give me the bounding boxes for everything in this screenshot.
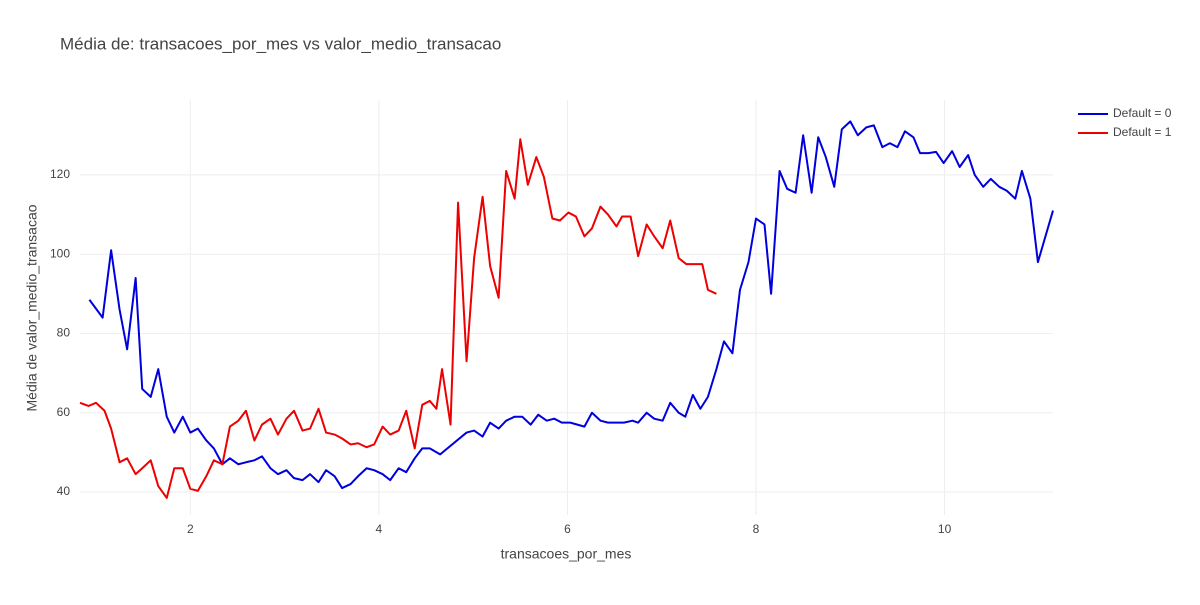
x-tick-label: 8 bbox=[753, 522, 760, 536]
y-tick-label: 100 bbox=[50, 246, 70, 260]
x-tick-label: 4 bbox=[376, 522, 383, 536]
x-tick-label: 6 bbox=[564, 522, 571, 536]
chart-title: Média de: transacoes_por_mes vs valor_me… bbox=[60, 34, 501, 53]
legend-label: Default = 1 bbox=[1113, 125, 1172, 139]
line-series bbox=[79, 138, 717, 499]
y-tick-label: 40 bbox=[57, 484, 71, 498]
x-tick-label: 10 bbox=[938, 522, 952, 536]
x-tick-label: 2 bbox=[187, 522, 194, 536]
y-axis-title: Média de valor_medio_transacao bbox=[24, 204, 40, 411]
y-tick-label: 120 bbox=[50, 167, 70, 181]
legend-label: Default = 0 bbox=[1113, 106, 1172, 120]
y-tick-label: 60 bbox=[57, 405, 71, 419]
x-axis-title: transacoes_por_mes bbox=[501, 546, 632, 562]
y-tick-label: 80 bbox=[57, 326, 71, 340]
line-series bbox=[88, 120, 1054, 490]
